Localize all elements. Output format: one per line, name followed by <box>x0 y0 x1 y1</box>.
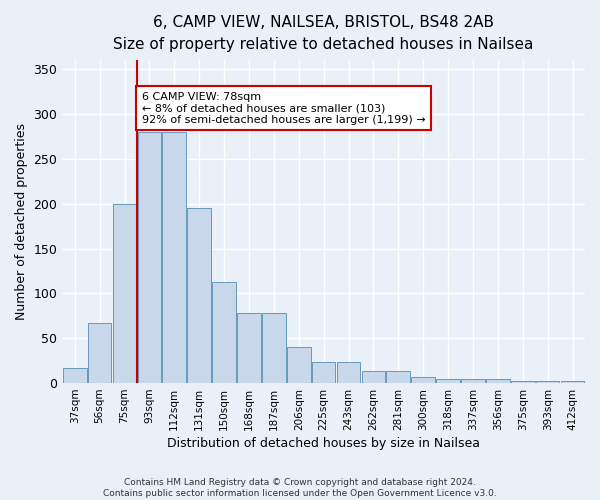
Bar <box>163 132 186 383</box>
Bar <box>486 378 510 383</box>
Bar <box>262 313 286 383</box>
Title: 6, CAMP VIEW, NAILSEA, BRISTOL, BS48 2AB
Size of property relative to detached h: 6, CAMP VIEW, NAILSEA, BRISTOL, BS48 2AB… <box>113 15 534 52</box>
Text: 6 CAMP VIEW: 78sqm
← 8% of detached houses are smaller (103)
92% of semi-detache: 6 CAMP VIEW: 78sqm ← 8% of detached hous… <box>142 92 425 125</box>
Bar <box>88 323 112 383</box>
Bar <box>287 347 311 383</box>
Bar <box>511 382 535 383</box>
Bar <box>212 282 236 383</box>
Bar <box>187 208 211 383</box>
Bar <box>561 382 584 383</box>
Bar <box>362 372 385 383</box>
Bar <box>113 204 136 383</box>
Bar <box>63 368 86 383</box>
Bar <box>436 378 460 383</box>
Bar <box>137 132 161 383</box>
Bar <box>237 313 261 383</box>
Bar <box>412 377 435 383</box>
Bar <box>386 372 410 383</box>
Y-axis label: Number of detached properties: Number of detached properties <box>15 123 28 320</box>
Bar <box>312 362 335 383</box>
Bar <box>536 382 559 383</box>
Text: Contains HM Land Registry data © Crown copyright and database right 2024.
Contai: Contains HM Land Registry data © Crown c… <box>103 478 497 498</box>
Bar <box>337 362 361 383</box>
X-axis label: Distribution of detached houses by size in Nailsea: Distribution of detached houses by size … <box>167 437 480 450</box>
Bar <box>461 378 485 383</box>
